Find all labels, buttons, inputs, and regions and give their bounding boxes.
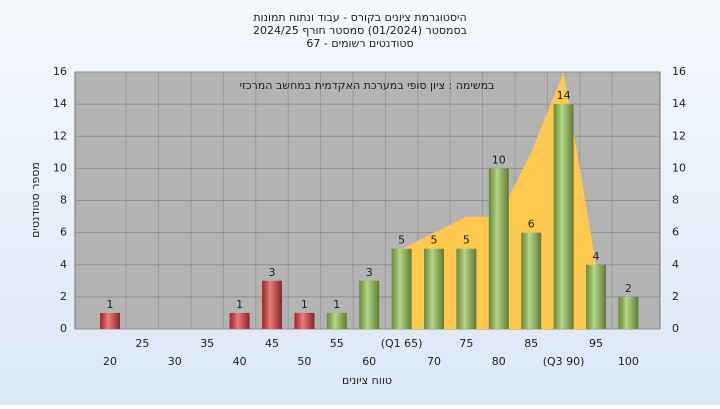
y-tick-label: 0 <box>60 322 67 335</box>
chart-title: היסטוגרמת ציונים בקורס - עבוד ונתוח תמונ… <box>253 11 466 24</box>
band-area <box>401 72 596 329</box>
data-label: 10 <box>492 153 506 166</box>
x-tick-label: 70 <box>427 355 441 368</box>
y-tick-label: 4 <box>60 258 67 271</box>
bar-shade <box>391 248 412 329</box>
x-tick-label: 45 <box>265 337 279 350</box>
chart-title: בסמסטר (01/2024) סמסטר חורף 2024/25 <box>253 24 467 37</box>
x-tick-label: 55 <box>330 337 344 350</box>
x-tick-label: 75 <box>459 337 473 350</box>
bar-shade <box>618 296 639 329</box>
data-label: 5 <box>398 234 405 247</box>
x-tick-label: (Q1 65) <box>381 337 423 350</box>
data-label: 1 <box>236 298 243 311</box>
annotation: במשימה : ציון סופי במערכת האקדמית במחשב … <box>240 79 495 92</box>
bar-shade <box>229 312 250 329</box>
data-label: 2 <box>625 282 632 295</box>
data-label: 4 <box>593 250 600 263</box>
data-label: 1 <box>333 298 340 311</box>
data-label: 14 <box>557 89 571 102</box>
bar-shade <box>456 248 477 329</box>
y-tick-label: 2 <box>60 290 67 303</box>
chart-title: סטודנטים רשומים - 67 <box>306 37 413 50</box>
x-axis-label: טווח ציונים <box>342 374 392 387</box>
data-label: 3 <box>269 266 276 279</box>
y-tick-label: 6 <box>60 226 67 239</box>
x-tick-label: 50 <box>297 355 311 368</box>
bar-shade <box>326 312 347 329</box>
x-tick-label: 25 <box>135 337 149 350</box>
x-tick-label: 30 <box>168 355 182 368</box>
data-label: 1 <box>107 298 114 311</box>
y-tick-label: 10 <box>53 161 67 174</box>
bar-shade <box>521 232 542 329</box>
bar-shade <box>359 280 380 329</box>
bar-shade <box>488 168 509 329</box>
bar-shade <box>294 312 315 329</box>
y2-tick-label: 10 <box>672 161 686 174</box>
y-axis-label: מספר סטודנטים <box>29 162 42 238</box>
x-tick-label: 95 <box>589 337 603 350</box>
bar-shade <box>586 264 606 329</box>
x-tick-label: 60 <box>362 355 376 368</box>
bar-shade <box>262 280 282 329</box>
y2-tick-label: 8 <box>672 194 679 207</box>
plot-layer: 1 1 3 1 1 3 5 5 5 10 6 14 4 2 <box>75 71 660 330</box>
x-tick-label: 35 <box>200 337 214 350</box>
x-tick-label: 100 <box>618 355 639 368</box>
x-tick-label: 20 <box>103 355 117 368</box>
y-tick-label: 14 <box>53 97 67 110</box>
y2-tick-label: 2 <box>672 290 679 303</box>
y-tick-label: 8 <box>60 194 67 207</box>
bar-shade <box>424 248 444 329</box>
y2-tick-label: 16 <box>672 65 686 78</box>
data-label: 1 <box>301 298 308 311</box>
data-label: 5 <box>463 234 470 247</box>
data-label: 3 <box>366 266 373 279</box>
bar-shade <box>553 104 574 329</box>
x-tick-label: 40 <box>233 355 247 368</box>
data-label: 5 <box>431 234 438 247</box>
y2-tick-label: 0 <box>672 322 679 335</box>
y2-tick-label: 12 <box>672 129 686 142</box>
y-tick-label: 12 <box>53 129 67 142</box>
data-label: 6 <box>528 218 535 231</box>
y-tick-label: 16 <box>53 65 67 78</box>
x-tick-label: 85 <box>524 337 538 350</box>
x-tick-label: (Q3 90) <box>543 355 585 368</box>
y2-tick-label: 4 <box>672 258 679 271</box>
y2-tick-label: 6 <box>672 226 679 239</box>
y2-tick-label: 14 <box>672 97 686 110</box>
bar-shade <box>100 312 120 329</box>
x-tick-label: 80 <box>492 355 506 368</box>
